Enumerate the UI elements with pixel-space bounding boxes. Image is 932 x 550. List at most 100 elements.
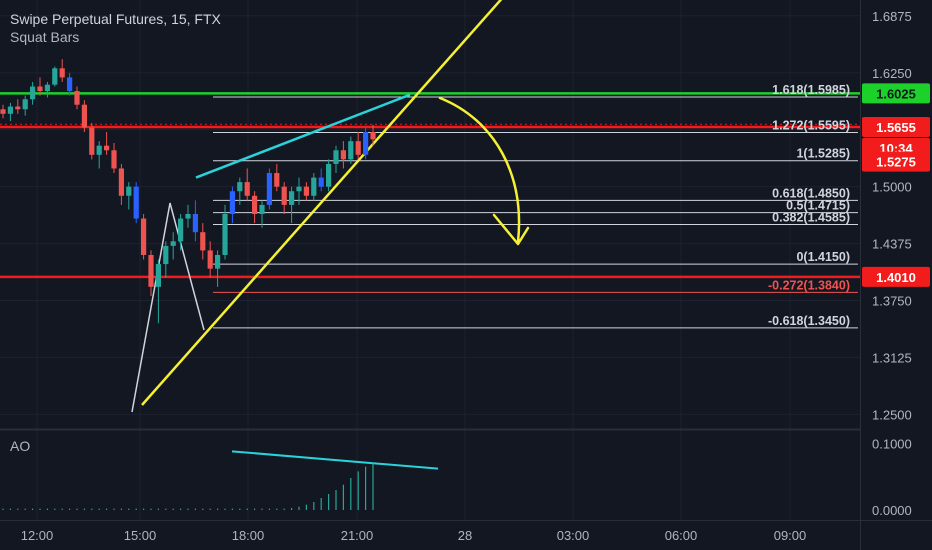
trend-drawings — [131, 0, 530, 470]
candle-body-44 — [326, 163, 332, 187]
price-label-bg-0 — [862, 83, 930, 104]
candle-body-32 — [237, 182, 243, 192]
time-tick-7: 09:00 — [774, 528, 807, 543]
candle-body-3 — [22, 99, 28, 110]
candle-body-8 — [59, 68, 65, 78]
candle-body-35 — [259, 204, 265, 214]
horizontal-lines — [0, 92, 860, 279]
fibonacci-levels: 1.618(1.5985) 1.272(1.5595) 1(1.5285) 0.618… — [213, 83, 858, 329]
price-label-3: 1.5275 — [876, 155, 916, 170]
time-tick-6: 06:00 — [665, 528, 698, 543]
candle-body-21 — [155, 264, 161, 287]
candle-body-11 — [81, 104, 87, 128]
candle-body-15 — [111, 150, 117, 169]
awesome-oscillator — [2, 463, 374, 510]
price-label-bg-1 — [862, 117, 930, 138]
candle-body-37 — [274, 173, 280, 187]
candle-body-16 — [118, 168, 124, 196]
candle-body-46 — [340, 150, 346, 160]
grid-lines — [0, 0, 860, 520]
candle-body-14 — [104, 145, 110, 151]
price-tick-3: 1.5000 — [872, 180, 912, 195]
price-tick-0: 1.6875 — [872, 9, 912, 24]
time-tick-3: 21:00 — [341, 528, 374, 543]
projection-arrow — [438, 96, 521, 244]
candle-body-42 — [311, 177, 317, 196]
fib-label-3: 0.618(1.4850) — [772, 186, 850, 200]
candle-body-38 — [281, 186, 287, 205]
price-tick-6: 1.3125 — [872, 350, 912, 365]
candle-body-33 — [244, 182, 250, 196]
candle-body-5 — [37, 86, 43, 92]
uptrend-line — [141, 0, 503, 406]
time-tick-2: 18:00 — [232, 528, 265, 543]
ao-tick-0: 0.1000 — [872, 436, 912, 451]
fib-label-2: 1(1.5285) — [796, 147, 850, 161]
time-tick-5: 03:00 — [557, 528, 590, 543]
time-tick-1: 15:00 — [124, 528, 157, 543]
legend-title: Swipe Perpetual Futures, 15, FTX — [10, 11, 221, 27]
candle-body-10 — [74, 91, 80, 105]
candle-body-27 — [200, 232, 206, 251]
price-tick-5: 1.3750 — [872, 294, 912, 309]
candle-body-1 — [7, 106, 13, 114]
candle-body-24 — [178, 218, 184, 242]
candle-body-13 — [96, 145, 102, 155]
fib-label-5: 0.382(1.4585) — [772, 210, 850, 224]
resistance-line — [195, 93, 411, 179]
time-tick-4: 28 — [458, 528, 472, 543]
candle-body-48 — [355, 141, 361, 155]
candle-body-30 — [222, 214, 228, 255]
candle-body-25 — [185, 214, 191, 219]
projection-arrowhead — [492, 213, 530, 246]
candle-body-9 — [67, 77, 73, 92]
candle-body-45 — [333, 150, 339, 164]
price-label-1: 1.5655 — [876, 120, 916, 135]
candle-body-6 — [44, 84, 50, 92]
candle-body-36 — [266, 173, 272, 205]
candle-body-34 — [252, 195, 258, 214]
price-tick-7: 1.2500 — [872, 407, 912, 422]
candle-body-41 — [303, 186, 309, 196]
candle-body-17 — [126, 186, 132, 196]
candle-body-0 — [0, 109, 6, 114]
zigzag-drawing — [131, 202, 205, 413]
candle-body-12 — [89, 127, 95, 155]
candle-body-22 — [163, 245, 169, 265]
candle-body-31 — [229, 191, 235, 214]
chart-legend: Swipe Perpetual Futures, 15, FTX Squat B… — [10, 10, 221, 46]
candle-body-26 — [192, 214, 198, 233]
price-label-bg-4 — [862, 266, 930, 287]
fib-label-4: 0.5(1.4715) — [786, 199, 850, 213]
candle-body-4 — [30, 86, 36, 100]
price-label-4: 1.4010 — [876, 270, 916, 285]
ao-divergence-line — [231, 450, 439, 470]
candles — [0, 59, 376, 324]
time-tick-0: 12:00 — [21, 528, 54, 543]
candle-body-18 — [133, 186, 139, 219]
candle-body-40 — [296, 186, 302, 192]
fib-label-7: -0.272(1.3840) — [768, 278, 850, 292]
fib-label-6: 0(1.4150) — [796, 250, 850, 264]
price-tick-1: 1.6250 — [872, 66, 912, 81]
candle-body-28 — [207, 250, 213, 269]
ao-tick-1: 0.0000 — [872, 503, 912, 518]
ao-pane-label: AO — [10, 438, 31, 454]
candle-body-39 — [289, 191, 295, 205]
candle-body-47 — [348, 141, 354, 160]
candle-body-23 — [170, 241, 176, 246]
candle-body-19 — [141, 218, 147, 255]
fib-label-8: -0.618(1.3450) — [768, 314, 850, 328]
legend-subtitle: Squat Bars — [10, 29, 80, 45]
candle-body-29 — [215, 254, 221, 269]
price-label-0: 1.6025 — [876, 86, 916, 101]
price-label-bg-3 — [862, 151, 930, 172]
candle-body-7 — [52, 68, 58, 85]
candle-body-49 — [363, 132, 369, 155]
fib-label-1: 1.272(1.5595) — [772, 118, 850, 132]
price-tick-4: 1.4375 — [872, 237, 912, 252]
candle-body-2 — [15, 106, 21, 110]
fib-label-0: 1.618(1.5985) — [772, 83, 850, 97]
